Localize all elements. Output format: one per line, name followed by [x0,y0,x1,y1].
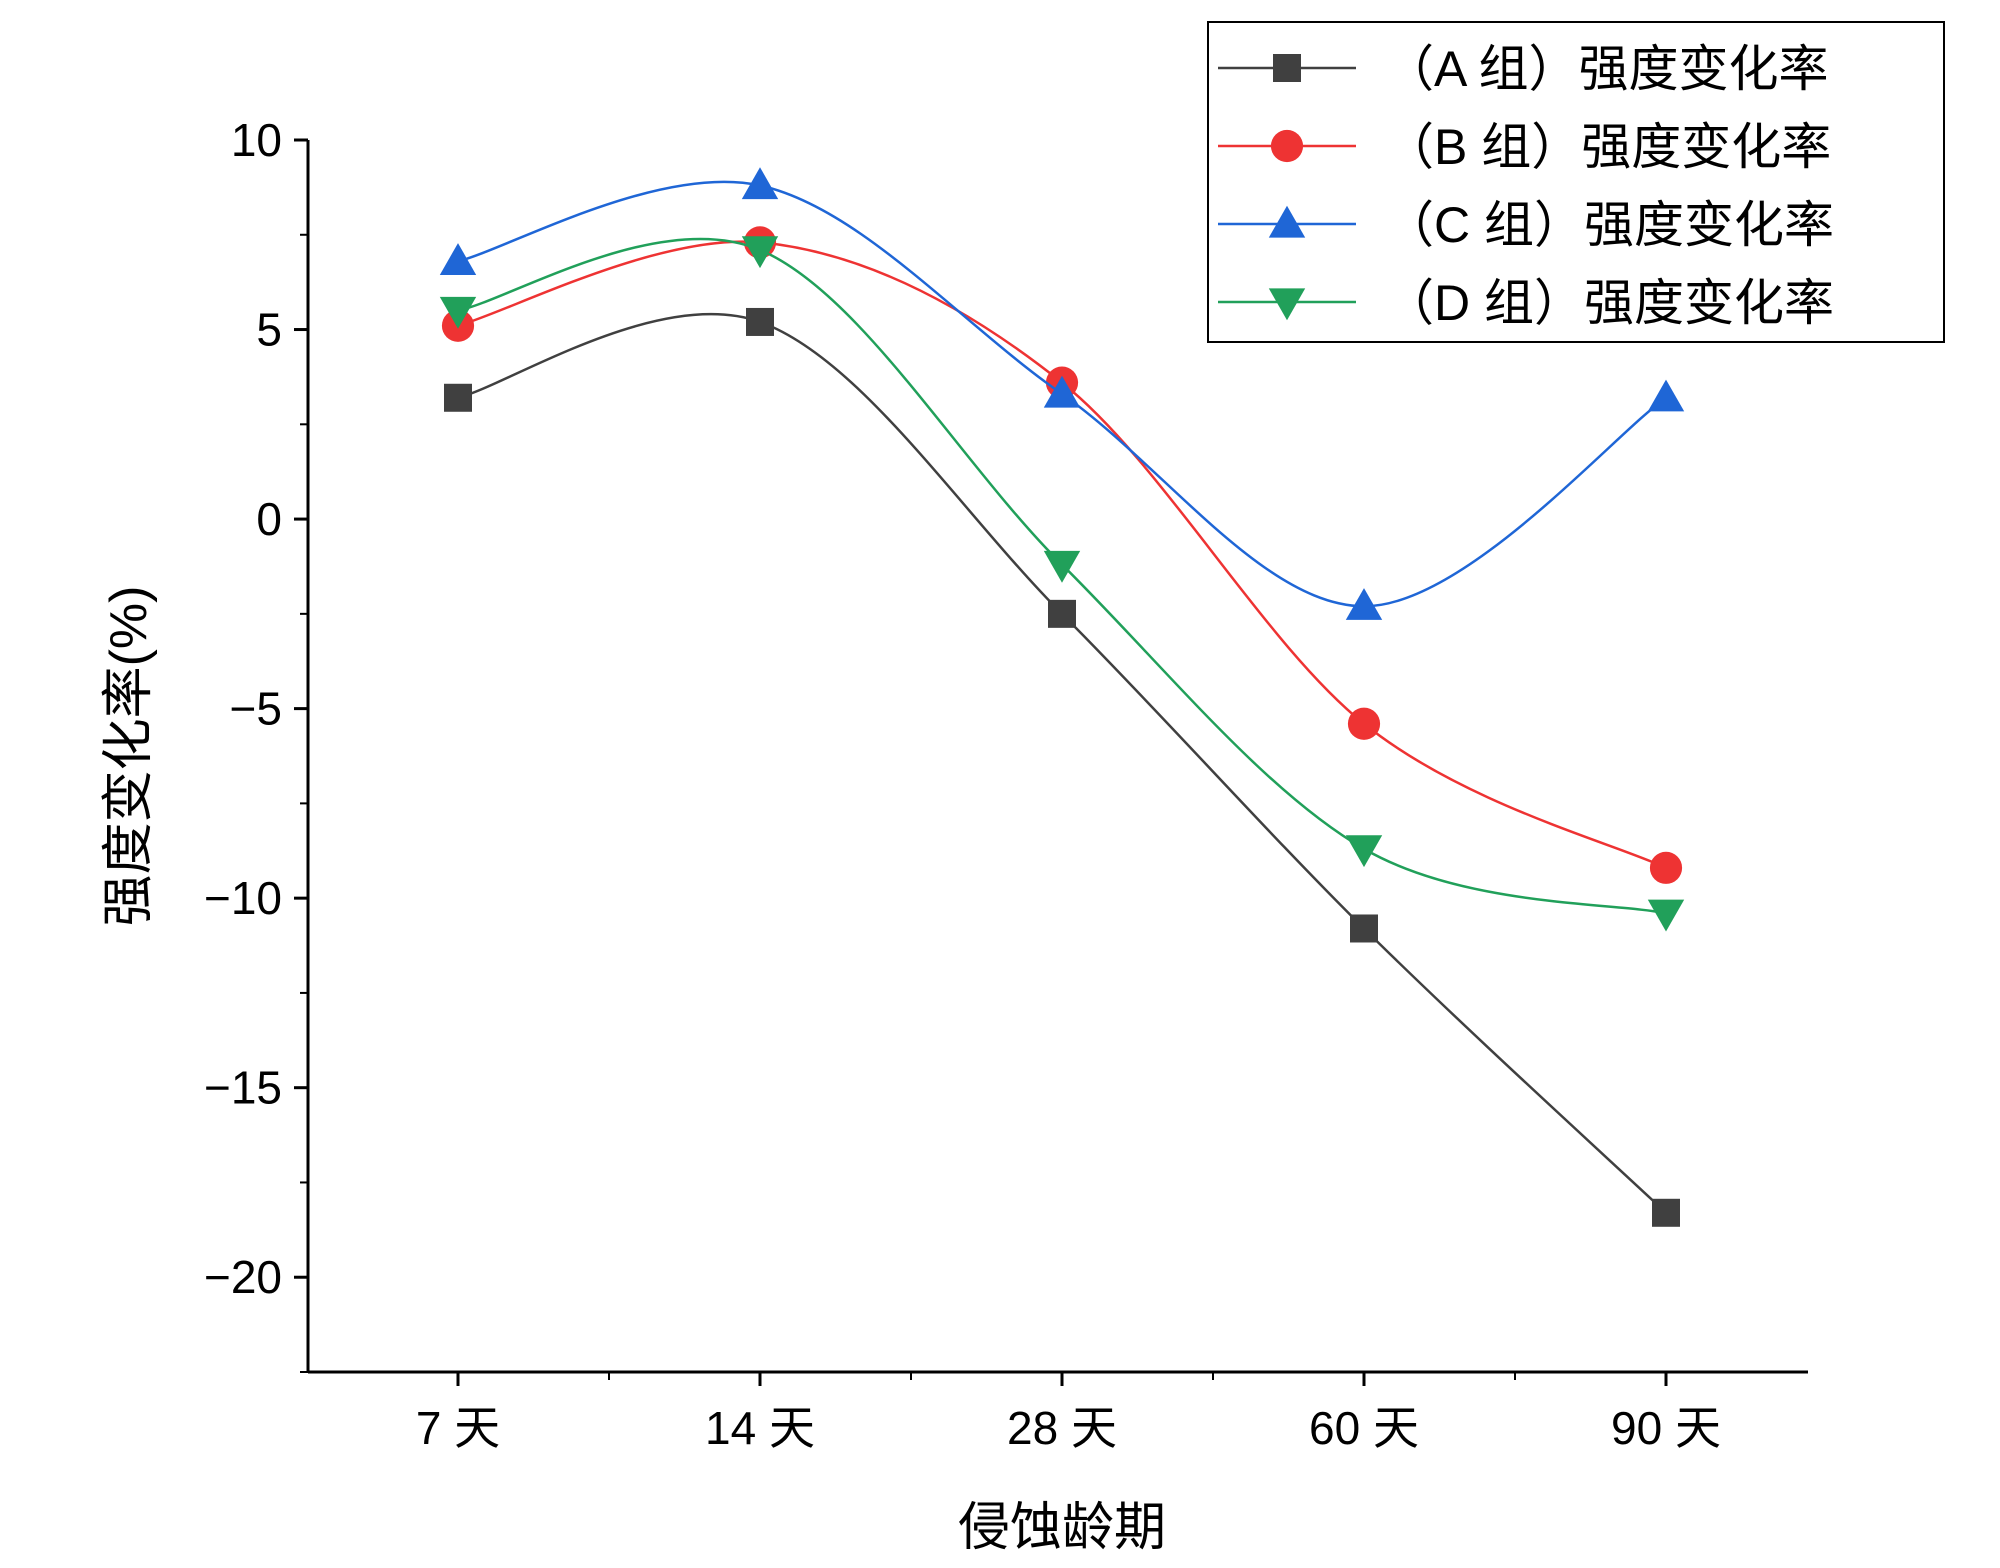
x-tick-label: 60 天 [1309,1402,1419,1454]
series-c [439,167,1685,620]
data-point [1649,851,1683,884]
data-point [1048,599,1076,628]
data-point [444,383,472,412]
series-line [457,240,1667,869]
legend-marker [1270,129,1304,163]
y-tick-label: 10 [231,114,282,166]
data-point [1647,379,1685,412]
x-tick-label: 14 天 [705,1402,815,1454]
x-tick-label: 7 天 [416,1402,500,1454]
y-tick-label: −10 [204,872,282,924]
x-tick-label: 90 天 [1611,1402,1721,1454]
y-tick-label: −20 [204,1251,282,1303]
data-point [1652,1198,1680,1227]
legend-marker [1268,205,1306,238]
legend-item: （A 组）强度变化率 [1218,41,1828,97]
series-a [444,307,1680,1227]
data-point [741,167,779,200]
axes [306,140,1808,1374]
series-line [457,312,1667,1214]
y-tick-label: −5 [230,683,282,735]
legend-label: （D 组）强度变化率 [1384,275,1834,331]
y-axis-title: 强度变化率(%) [100,586,158,927]
legend-label: （C 组）强度变化率 [1384,197,1834,253]
y-tick-label: 5 [256,304,282,356]
legend-label: （A 组）强度变化率 [1384,41,1828,97]
data-point [439,296,477,329]
data-point [1345,835,1383,868]
data-point [1043,375,1081,408]
data-point [746,307,774,336]
legend-item: （D 组）强度变化率 [1218,275,1834,331]
series-d [439,236,1685,932]
y-tick-label: −15 [204,1062,282,1114]
y-tick-label: 0 [256,493,282,545]
data-point [439,243,477,275]
legend: （A 组）强度变化率 （B 组）强度变化率 （C 组）强度变化率 （D 组）强度变化率 [1207,21,1945,343]
data-point [1350,914,1378,943]
legend-marker [1273,54,1301,82]
legend-label: （B 组）强度变化率 [1384,119,1831,175]
data-point [1647,899,1685,932]
legend-item: （B 组）强度变化率 [1218,119,1831,175]
series-group [439,167,1685,1227]
legend-box [1207,21,1945,343]
x-axis-title: 侵蚀龄期 [958,1499,1166,1557]
data-point [1043,550,1081,583]
data-point [1347,707,1381,740]
data-point [1345,588,1383,620]
legend-marker [1268,288,1306,321]
legend-item: （C 组）强度变化率 [1218,197,1834,253]
ticks: 10 5 0 −5 −10 −15 −20 7 天 14 天 28 天 60 天 90 天 [204,114,1721,1454]
x-tick-label: 28 天 [1007,1402,1117,1454]
data-point [741,236,779,269]
